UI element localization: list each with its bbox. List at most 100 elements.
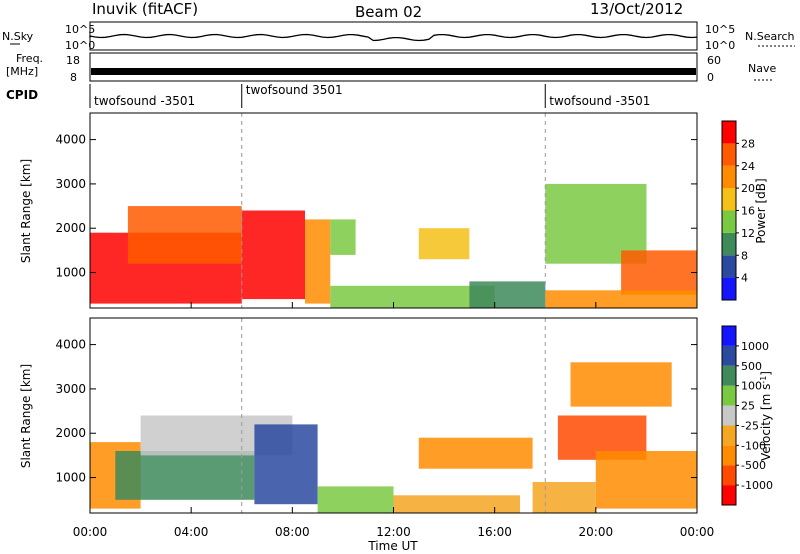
colorbar-tick-label: -1000 (741, 479, 773, 492)
nsky-trace (89, 33, 698, 42)
colorbar-swatch (722, 188, 736, 211)
y-tick-label: 4000 (55, 133, 86, 147)
velocity-y-ticks: 1000 2000 3000 4000 (55, 338, 697, 485)
heatmap-region (241, 210, 305, 300)
sky-tick-high: 10^5 (65, 23, 95, 36)
velocity-colorbar-label: Velocity [m s-1] (759, 371, 773, 461)
heatmap-region (317, 486, 394, 513)
colorbar-swatch (722, 326, 736, 346)
nave-tick-high: 60 (707, 54, 721, 67)
velocity-data (90, 318, 697, 513)
colorbar-swatch (722, 232, 736, 256)
nsky-label: N.Sky (2, 30, 34, 43)
colorbar-swatch (722, 445, 736, 466)
time-x-ticks: 00:00 04:00 08:00 12:00 16:00 20:00 00:00 (73, 302, 715, 539)
beam-title: Beam 02 (355, 3, 422, 21)
sky-tick-low: 10^0 (65, 39, 95, 52)
heatmap-region (305, 219, 331, 304)
colorbar-tick-label: 25 (741, 400, 755, 413)
cpid-row: CPID twofsound -3501 twofsound 3501 twofso… (6, 83, 650, 108)
freq-strip-frame (89, 52, 698, 82)
cpid-segment-label: twofsound -3501 (94, 94, 195, 108)
sky-search-strip: N.Sky 10^5 10^0 10^5 10^0 N.Search (2, 21, 795, 52)
colorbar-tick-label: 20 (741, 182, 755, 195)
freq-tick-low: 8 (70, 71, 77, 84)
colorbar-tick-label: -25 (741, 419, 759, 432)
date-title: 13/Oct/2012 (590, 0, 683, 18)
heatmap-region (127, 206, 242, 264)
colorbar-tick-label: 16 (741, 205, 755, 218)
cpid-label: CPID (6, 88, 38, 102)
colorbar-swatch (722, 345, 736, 366)
station-title: Inuvik (fitACF) (92, 0, 198, 18)
colorbar-tick-label: 100 (741, 380, 762, 393)
y-tick-label: 2000 (55, 426, 86, 440)
heatmap-region (418, 228, 470, 260)
x-tick-label: 04:00 (174, 525, 209, 539)
colorbar-swatch (722, 277, 736, 300)
colorbar-frame (721, 325, 737, 506)
x-tick-label: 16:00 (477, 525, 512, 539)
y-tick-label: 1000 (55, 266, 86, 280)
colorbar-tick-label: 24 (741, 160, 755, 173)
colorbar-tick-label: 500 (741, 360, 762, 373)
colorbar-tick-label: 1000 (741, 340, 769, 353)
colorbar-tick-label: -500 (741, 459, 766, 472)
colorbar-swatch (722, 210, 736, 233)
power-data (90, 113, 698, 308)
colorbar-swatch (722, 405, 736, 426)
search-tick-low: 10^0 (705, 39, 735, 52)
colorbar-tick-label: 28 (741, 137, 755, 150)
x-tick-label: 12:00 (376, 525, 411, 539)
y-tick-label: 3000 (55, 382, 86, 396)
colorbar-swatch (722, 365, 736, 386)
heatmap-region (330, 219, 356, 255)
y-tick-label: 3000 (55, 177, 86, 191)
heatmap-region (532, 482, 596, 513)
colorbar-swatch (722, 143, 736, 166)
colorbar-swatch (722, 255, 736, 278)
x-tick-label: 00:00 (680, 525, 715, 539)
y-tick-label: 1000 (55, 471, 86, 485)
colorbar-swatch (722, 465, 736, 486)
cpid-segment-label: twofsound 3501 (246, 83, 343, 97)
freq-tick-high: 18 (66, 54, 80, 67)
power-colorbar-label: Power [dB] (754, 178, 768, 243)
freq-label: Freq. (16, 52, 43, 65)
cpid-segment-label: twofsound -3501 (549, 94, 650, 108)
heatmap-region (595, 451, 697, 509)
freq-trace (91, 68, 696, 75)
heatmap-region (545, 290, 698, 308)
heatmap-region (115, 451, 255, 500)
heatmap-region (570, 362, 672, 407)
heatmap-region (469, 281, 546, 308)
search-tick-high: 10^5 (705, 23, 735, 36)
heatmap-region (393, 495, 520, 513)
y-tick-label: 4000 (55, 338, 86, 352)
heatmap-region (254, 424, 318, 505)
x-tick-label: 08:00 (275, 525, 310, 539)
freq-unit-label: [MHz] (6, 65, 38, 78)
power-y-ticks: 1000 2000 3000 4000 (55, 133, 697, 280)
frequency-strip: Freq. [MHz] 18 8 60 0 Nave (6, 52, 776, 84)
colorbar-swatch (722, 485, 736, 505)
velocity-ylabel: Slant Range [km] (19, 364, 33, 468)
colorbar-tick-label: 8 (741, 249, 748, 262)
heatmap-region (330, 285, 495, 308)
colorbar-swatch (722, 121, 736, 144)
power-panel: 1000 2000 3000 4000 Slant Range [km] 4 8 12 16… (19, 112, 768, 309)
y-tick-label: 2000 (55, 221, 86, 235)
heatmap-region (621, 250, 697, 295)
x-tick-label: 20:00 (579, 525, 614, 539)
velocity-colorbar: -1000 -500 -100 -25 25 100 500 1000 (721, 325, 773, 506)
time-xlabel: Time UT (367, 539, 418, 553)
x-tick-label: 00:00 (73, 525, 108, 539)
velocity-panel: 1000 2000 3000 4000 Slant Range [km] -1000 -… (19, 317, 773, 514)
colorbar-swatch (722, 425, 736, 446)
heatmap-region (418, 437, 533, 469)
power-ylabel: Slant Range [km] (19, 159, 33, 263)
colorbar-tick-label: 12 (741, 227, 755, 240)
colorbar-swatch (722, 385, 736, 406)
power-colorbar: 4 8 12 16 20 24 28 (721, 120, 755, 301)
